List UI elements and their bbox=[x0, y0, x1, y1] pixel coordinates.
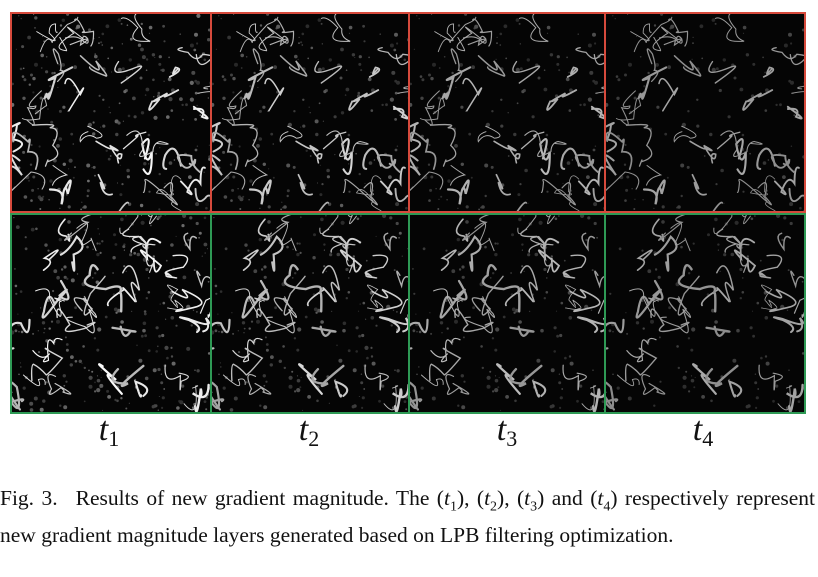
label-base: t bbox=[692, 411, 703, 448]
label-subscript: 4 bbox=[702, 426, 714, 451]
caption-sep: ) and ( bbox=[537, 486, 598, 510]
gradient-panel-top-t2 bbox=[210, 12, 412, 213]
gradient-image bbox=[212, 14, 410, 211]
gradient-image bbox=[410, 14, 608, 211]
figure-caption: Fig. 3. Results of new gradient magnitude… bbox=[0, 484, 815, 549]
column-label-t4: t4 bbox=[604, 410, 802, 459]
top-row bbox=[10, 12, 806, 213]
label-subscript: 3 bbox=[506, 426, 518, 451]
label-subscript: 2 bbox=[308, 426, 320, 451]
caption-text-start: Results of new gradient magnitude. The ( bbox=[75, 486, 444, 510]
label-base: t bbox=[496, 411, 507, 448]
label-base: t bbox=[98, 411, 109, 448]
caption-t4-sub: 4 bbox=[603, 499, 611, 515]
column-label-t2: t2 bbox=[210, 410, 408, 459]
caption-t4: t bbox=[597, 486, 604, 510]
column-labels: t1 t2 t3 t4 bbox=[10, 410, 804, 454]
caption-sep: ), ( bbox=[456, 486, 485, 510]
gradient-panel-top-t1 bbox=[10, 12, 212, 213]
gradient-image bbox=[212, 215, 410, 412]
caption-sep: ), ( bbox=[497, 486, 525, 510]
caption-text-end: ) respectively represent new gradient ma… bbox=[0, 486, 815, 548]
label-base: t bbox=[298, 411, 309, 448]
caption-t3: t bbox=[524, 486, 531, 510]
caption-t1-sub: 1 bbox=[449, 499, 457, 515]
gradient-panel-bottom-t3 bbox=[408, 213, 610, 414]
figure-number: Fig. 3. bbox=[0, 486, 58, 510]
caption-t1: t bbox=[443, 486, 450, 510]
column-label-t1: t1 bbox=[10, 410, 208, 459]
caption-t2: t bbox=[484, 486, 491, 510]
gradient-panel-top-t4 bbox=[604, 12, 806, 213]
gradient-panel-bottom-t2 bbox=[210, 213, 412, 414]
gradient-image bbox=[410, 215, 608, 412]
gradient-panel-top-t3 bbox=[408, 12, 610, 213]
gradient-image bbox=[12, 215, 210, 412]
figure-grid bbox=[10, 12, 806, 414]
gradient-panel-bottom-t1 bbox=[10, 213, 212, 414]
bottom-row bbox=[10, 213, 806, 414]
column-label-t3: t3 bbox=[408, 410, 606, 459]
gradient-panel-bottom-t4 bbox=[604, 213, 806, 414]
gradient-image bbox=[606, 14, 804, 211]
label-subscript: 1 bbox=[108, 426, 120, 451]
caption-t2-sub: 2 bbox=[490, 499, 498, 515]
gradient-image bbox=[606, 215, 804, 412]
caption-t3-sub: 3 bbox=[530, 499, 538, 515]
gradient-image bbox=[12, 14, 210, 211]
